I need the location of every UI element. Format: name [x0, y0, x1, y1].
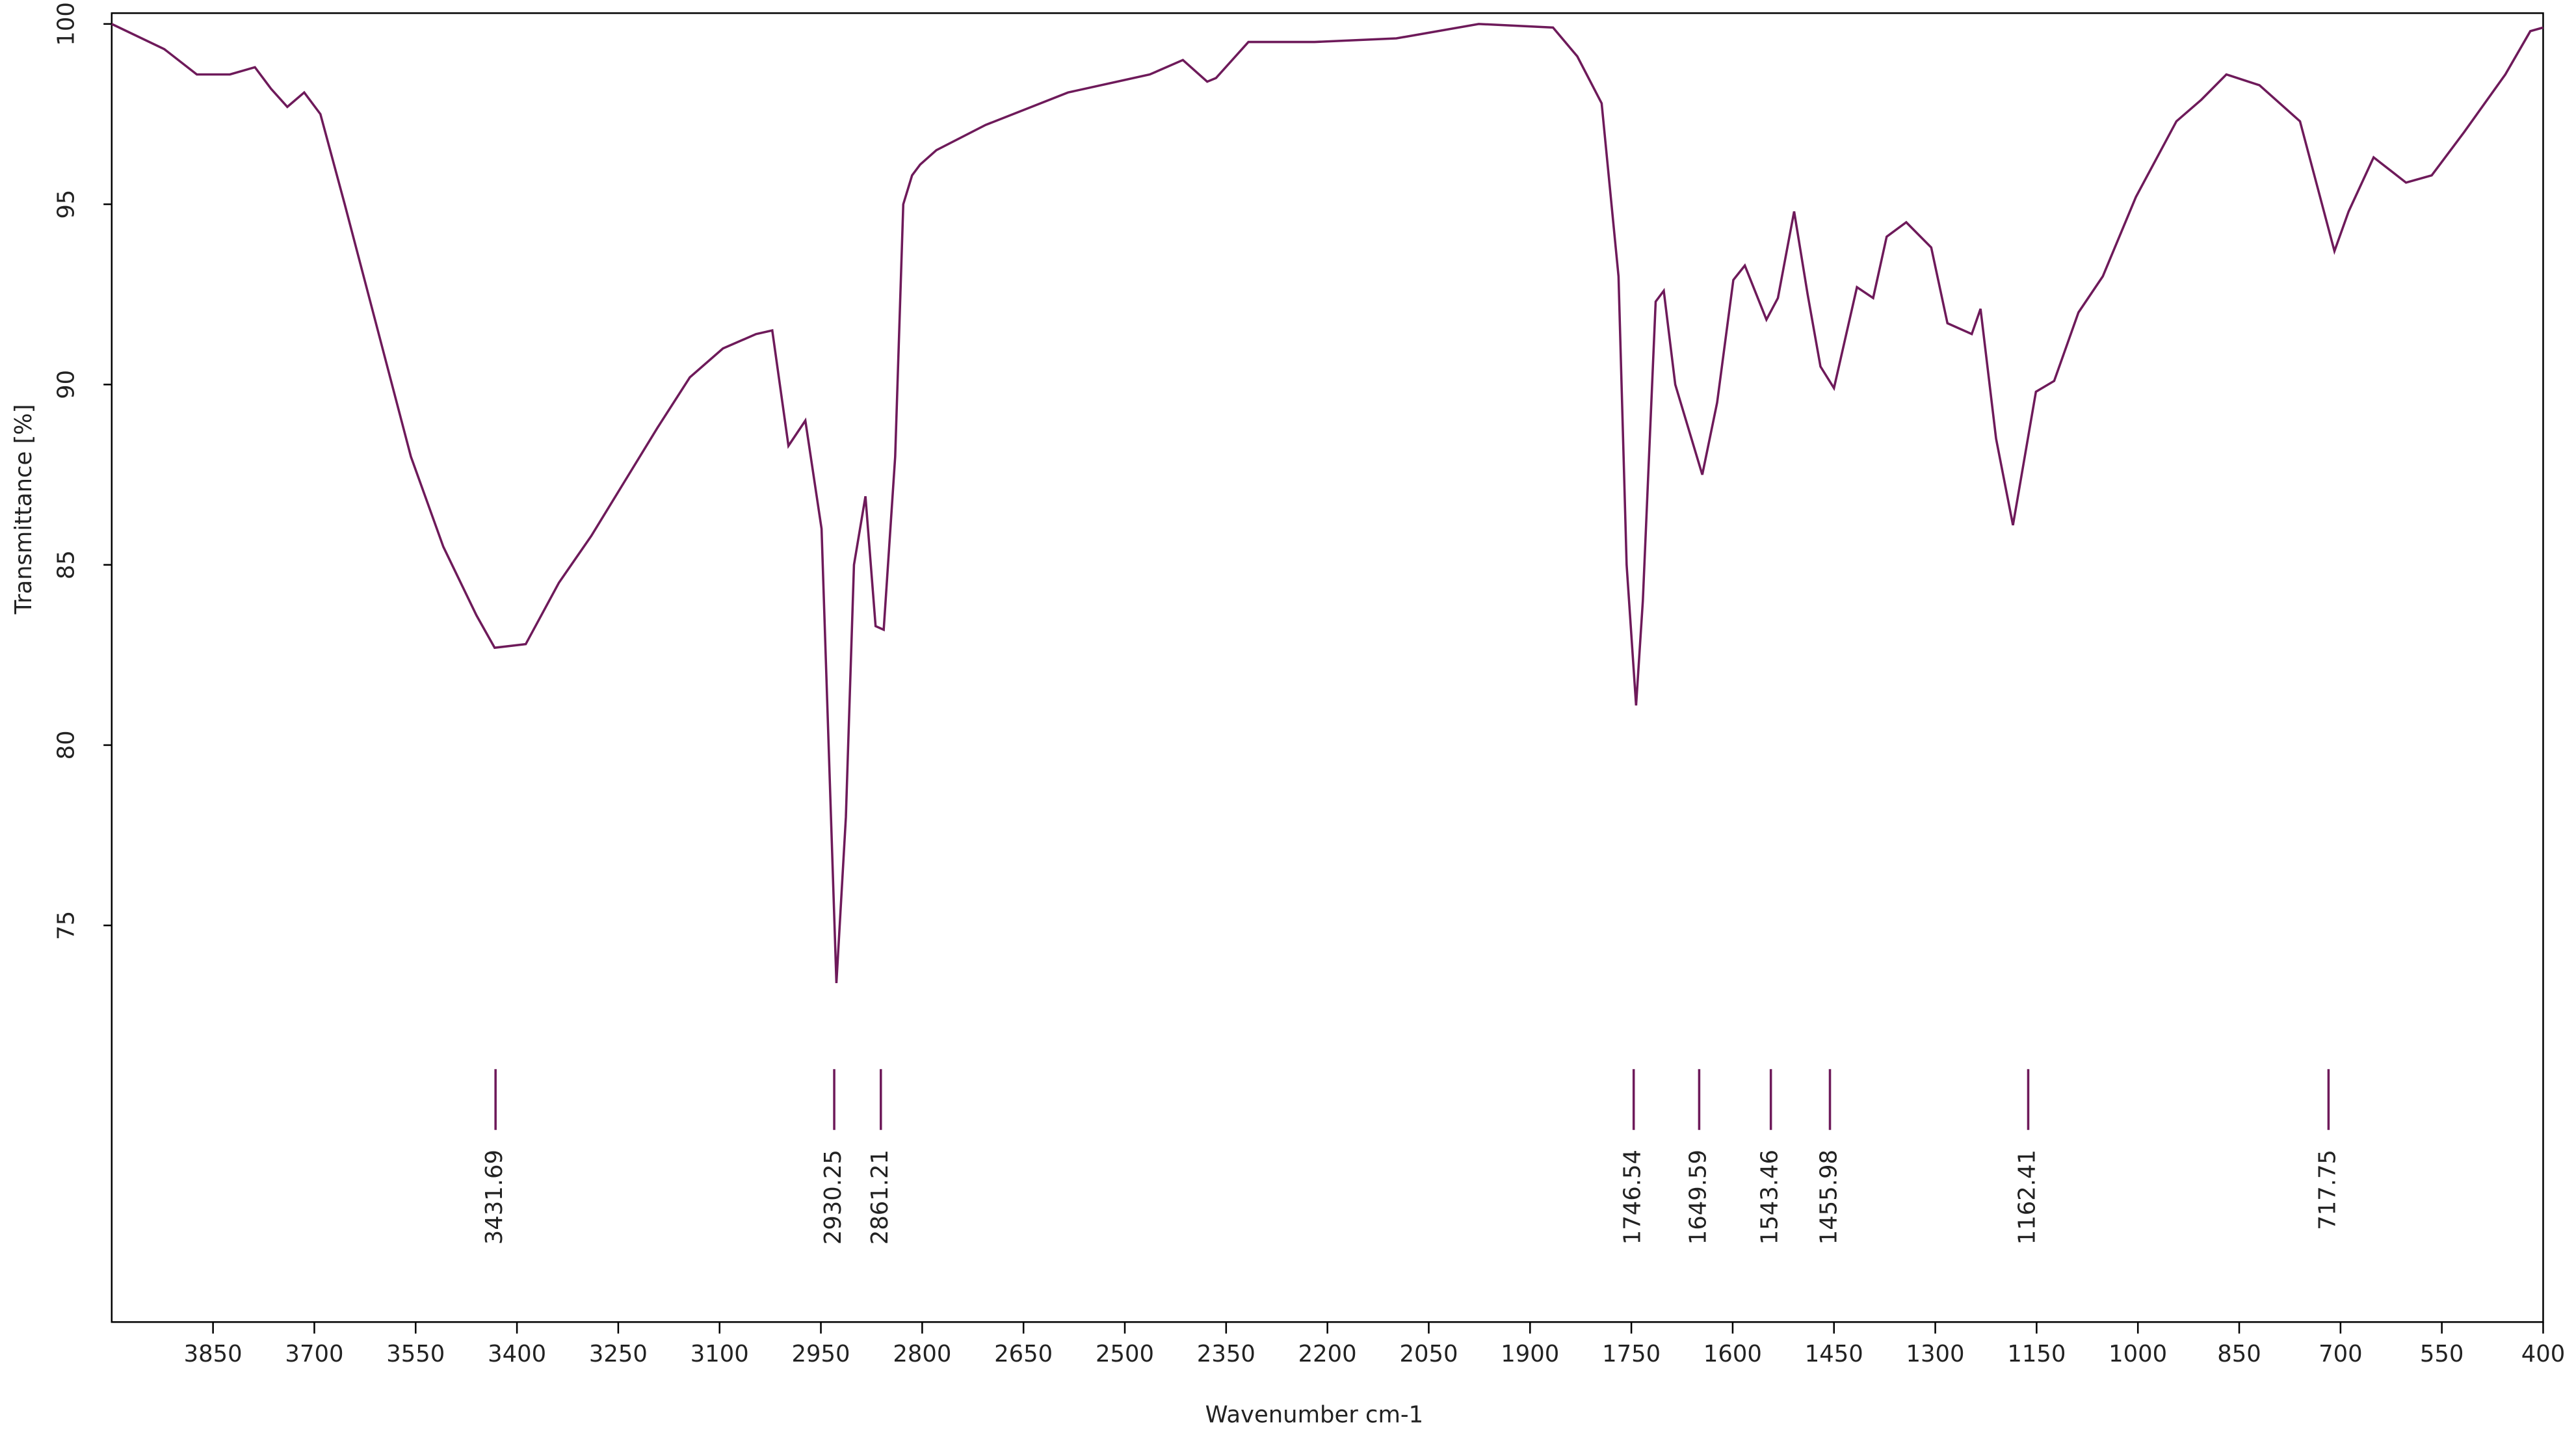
peak-label: 1649.59 [1685, 1150, 1711, 1245]
plot-frame [111, 12, 2544, 1323]
peak-label: 3431.69 [481, 1150, 508, 1245]
x-tick-label: 3550 [386, 1341, 445, 1367]
x-tick-label: 2200 [1298, 1341, 1357, 1367]
y-tick-label: 85 [53, 550, 80, 579]
x-tick-label: 1450 [1805, 1341, 1863, 1367]
peak-label: 1455.98 [1816, 1150, 1843, 1245]
x-tick-label: 3250 [589, 1341, 648, 1367]
peak-label: 1162.41 [2014, 1150, 2040, 1245]
spectrum-line [111, 23, 2543, 984]
x-axis-label: Wavenumber cm-1 [1205, 1401, 1424, 1428]
x-tick-label: 2050 [1399, 1341, 1458, 1367]
x-tick-label: 1150 [2007, 1341, 2066, 1367]
y-tick-label: 95 [53, 190, 80, 219]
peak-label: 2861.21 [867, 1150, 893, 1245]
x-tick-label: 1750 [1602, 1341, 1661, 1367]
x-tick-label: 3400 [488, 1341, 546, 1367]
x-tick-label: 1900 [1501, 1341, 1559, 1367]
x-tick-label: 1600 [1703, 1341, 1762, 1367]
x-tick-label: 3850 [184, 1341, 243, 1367]
x-tick-label: 3700 [285, 1341, 343, 1367]
x-tick-label: 3100 [690, 1341, 749, 1367]
x-tick-label: 2500 [1096, 1341, 1154, 1367]
y-tick-label: 80 [53, 730, 80, 759]
peak-label: 1543.46 [1757, 1150, 1783, 1245]
peak-label: 2930.25 [820, 1150, 847, 1245]
y-tick-label: 100 [53, 2, 80, 46]
x-tick-label: 2650 [994, 1341, 1053, 1367]
x-tick-label: 2950 [792, 1341, 850, 1367]
x-tick-label: 1300 [1906, 1341, 1965, 1367]
x-tick-label: 850 [2217, 1341, 2261, 1367]
peak-label: 1746.54 [1620, 1150, 1646, 1245]
y-tick-label: 75 [53, 911, 80, 940]
peak-label: 717.75 [2314, 1150, 2341, 1230]
x-tick-label: 2350 [1197, 1341, 1255, 1367]
x-tick-label: 2800 [893, 1341, 951, 1367]
x-tick-label: 550 [2420, 1341, 2464, 1367]
x-tick-label: 400 [2521, 1341, 2566, 1367]
x-tick-label: 1000 [2109, 1341, 2167, 1367]
y-axis-label: Transmittance [%] [10, 404, 37, 614]
x-tick-label: 700 [2319, 1341, 2363, 1367]
y-tick-label: 90 [53, 370, 80, 399]
